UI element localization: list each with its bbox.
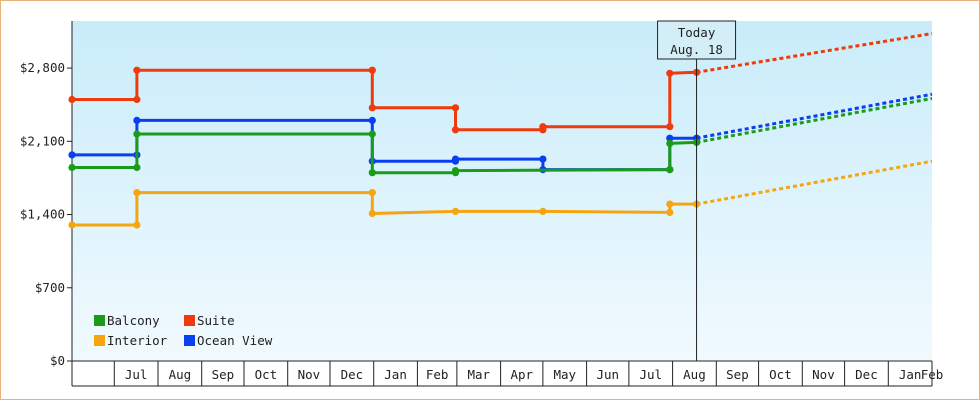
data-point bbox=[68, 221, 76, 229]
data-point bbox=[451, 167, 460, 175]
x-tick-label: Aug bbox=[683, 367, 706, 382]
x-tick-label: Jul bbox=[125, 367, 148, 382]
series-line bbox=[70, 68, 699, 132]
x-tick-label: Jan bbox=[384, 367, 407, 382]
x-tick-label: Dec bbox=[855, 367, 878, 382]
x-tick-label: Feb bbox=[426, 367, 449, 382]
data-point bbox=[666, 69, 674, 77]
y-tick-label: $2,100 bbox=[20, 133, 65, 148]
data-point bbox=[133, 66, 141, 74]
data-point bbox=[539, 207, 547, 215]
data-point bbox=[68, 151, 76, 159]
legend-label: Ocean View bbox=[197, 333, 273, 348]
data-point bbox=[368, 169, 376, 177]
legend-swatch bbox=[184, 315, 195, 326]
today-label: Today bbox=[678, 25, 716, 40]
data-point bbox=[133, 95, 141, 104]
x-tick-label: Mar bbox=[467, 367, 490, 382]
data-point bbox=[666, 139, 674, 147]
series-line bbox=[70, 191, 699, 227]
data-point bbox=[666, 166, 674, 174]
x-tick-label: Dec bbox=[341, 367, 364, 382]
x-tick-label: Apr bbox=[510, 367, 533, 382]
data-point bbox=[133, 130, 141, 138]
data-point bbox=[368, 130, 376, 138]
x-tick-label: Jun bbox=[596, 367, 619, 382]
today-box bbox=[657, 20, 737, 60]
series-layer bbox=[68, 32, 933, 229]
data-point bbox=[539, 123, 547, 131]
legend-swatch bbox=[94, 315, 105, 326]
y-tick-label: $1,400 bbox=[20, 207, 65, 222]
legend-label: Interior bbox=[107, 333, 168, 348]
data-point bbox=[539, 155, 547, 163]
data-point bbox=[368, 66, 376, 74]
legend-swatch bbox=[184, 335, 195, 346]
x-axis: Jul Aug Sep Oct Nov Dec Jan Feb Mar Apr May Jun Jul A… bbox=[72, 360, 944, 387]
data-point bbox=[133, 163, 141, 172]
data-point bbox=[666, 208, 674, 216]
legend-swatch bbox=[94, 335, 105, 346]
data-point bbox=[368, 104, 376, 112]
data-point bbox=[451, 126, 460, 134]
data-point bbox=[666, 200, 674, 208]
data-point bbox=[451, 104, 460, 112]
x-tick-label: Sep bbox=[212, 367, 235, 382]
data-point bbox=[68, 95, 76, 104]
data-point bbox=[368, 116, 376, 124]
x-tick-label: Oct bbox=[255, 367, 278, 382]
y-tick-label: $0 bbox=[50, 353, 65, 368]
forecast-line bbox=[696, 96, 933, 144]
y-tick-label: $2,800 bbox=[20, 60, 65, 75]
x-tick-label: Aug bbox=[169, 367, 192, 382]
x-tick-label: Sep bbox=[726, 367, 749, 382]
y-tick-label: $700 bbox=[35, 280, 65, 295]
forecast-line bbox=[696, 92, 933, 140]
data-point bbox=[133, 221, 141, 229]
plot-area bbox=[72, 21, 932, 361]
today-date: Aug. 18 bbox=[670, 42, 723, 57]
x-tick-label: Jul bbox=[639, 367, 662, 382]
data-point bbox=[666, 123, 674, 131]
data-point bbox=[68, 163, 76, 172]
legend: Balcony Suite Interior Ocean View bbox=[94, 313, 273, 348]
legend-label: Suite bbox=[197, 313, 235, 328]
x-tick-label: Nov bbox=[812, 367, 835, 382]
data-point bbox=[133, 189, 141, 197]
x-tick-label: May bbox=[553, 367, 576, 382]
legend-label: Balcony bbox=[107, 313, 160, 328]
data-point bbox=[368, 209, 376, 218]
forecast-line bbox=[696, 159, 933, 206]
data-point bbox=[368, 189, 376, 197]
data-point bbox=[451, 207, 460, 215]
x-tick-label: Jan bbox=[899, 367, 922, 382]
today-marker: Today Aug. 18 bbox=[657, 20, 737, 361]
series-line bbox=[70, 132, 699, 175]
data-point bbox=[666, 134, 674, 142]
data-point bbox=[133, 116, 141, 124]
forecast-line bbox=[696, 32, 933, 74]
x-tick-label: Feb bbox=[921, 367, 944, 382]
x-tick-label: Nov bbox=[298, 367, 321, 382]
y-axis: $0 $700 $1,400 $2,100 $2,800 bbox=[20, 21, 73, 386]
x-tick-label: Oct bbox=[769, 367, 792, 382]
data-point bbox=[451, 155, 460, 163]
